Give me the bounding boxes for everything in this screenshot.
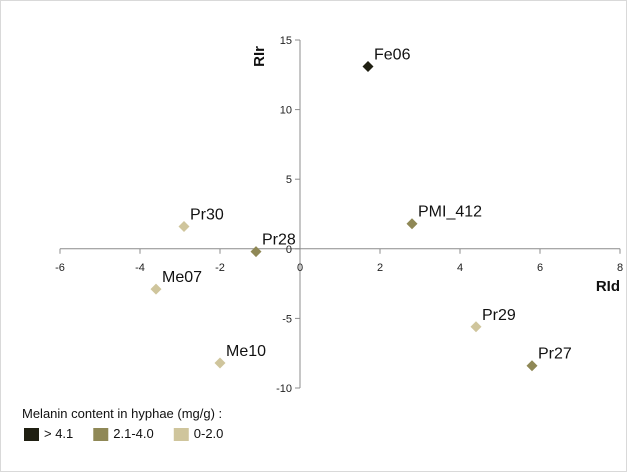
data-point-marker bbox=[362, 60, 374, 72]
x-ticks: -6 -4 -2 0 2 4 6 8 bbox=[55, 248, 623, 274]
data-point-marker bbox=[214, 357, 226, 369]
data-point-label: Me10 bbox=[226, 343, 266, 360]
data-point-label: Pr28 bbox=[262, 232, 296, 249]
legend-entry-label: > 4.1 bbox=[44, 426, 73, 441]
data-point-label: Pr30 bbox=[190, 207, 224, 224]
x-tick-label: -6 bbox=[55, 262, 65, 274]
data-point-marker bbox=[150, 283, 162, 295]
legend-entries: > 4.1 2.1-4.0 0-2.0 bbox=[24, 426, 223, 441]
data-point-marker bbox=[406, 218, 418, 230]
y-axis-title: RIr bbox=[251, 46, 268, 67]
legend-entry-label: 0-2.0 bbox=[194, 426, 224, 441]
legend-swatch bbox=[24, 428, 39, 441]
data-point-marker bbox=[470, 321, 482, 333]
y-tick-label: -10 bbox=[276, 383, 292, 395]
x-tick-label: 0 bbox=[297, 262, 303, 274]
x-axis-title: RId bbox=[596, 278, 620, 295]
y-tick-label: 5 bbox=[286, 174, 292, 186]
data-point-label: Pr27 bbox=[538, 346, 572, 363]
legend-swatch bbox=[173, 428, 189, 441]
x-tick-label: 2 bbox=[377, 262, 383, 274]
data-point-label: Me07 bbox=[162, 269, 202, 286]
data-point-label: Pr29 bbox=[482, 307, 516, 324]
data-point-label: Fe06 bbox=[374, 46, 411, 63]
legend: Melanin content in hyphae (mg/g) : > 4.1… bbox=[22, 406, 223, 441]
y-ticks: -10 -5 0 5 10 15 bbox=[276, 35, 300, 395]
x-tick-label: 8 bbox=[617, 262, 623, 274]
x-tick-label: 6 bbox=[537, 262, 543, 274]
y-tick-label: 0 bbox=[286, 244, 292, 256]
legend-title: Melanin content in hyphae (mg/g) : bbox=[22, 406, 222, 421]
axes: -6 -4 -2 0 2 4 6 8 -10 -5 0 5 10 15 RId RIr bbox=[55, 35, 623, 395]
y-tick-label: 15 bbox=[280, 35, 292, 47]
data-points: Fe06 PMI_412 Pr30 Pr28 Me07 Me10 Pr29 Pr27 bbox=[150, 46, 572, 372]
y-tick-label: -5 bbox=[282, 313, 292, 325]
legend-entry-label: 2.1-4.0 bbox=[113, 426, 153, 441]
x-tick-label: 4 bbox=[457, 262, 463, 274]
y-tick-label: 10 bbox=[280, 105, 292, 117]
legend-swatch bbox=[93, 428, 109, 441]
data-point-label: PMI_412 bbox=[418, 204, 482, 221]
data-point-marker bbox=[526, 360, 538, 372]
data-point-marker bbox=[178, 221, 190, 233]
x-tick-label: -2 bbox=[215, 262, 225, 274]
data-point-marker bbox=[250, 246, 262, 258]
x-tick-label: -4 bbox=[135, 262, 145, 274]
